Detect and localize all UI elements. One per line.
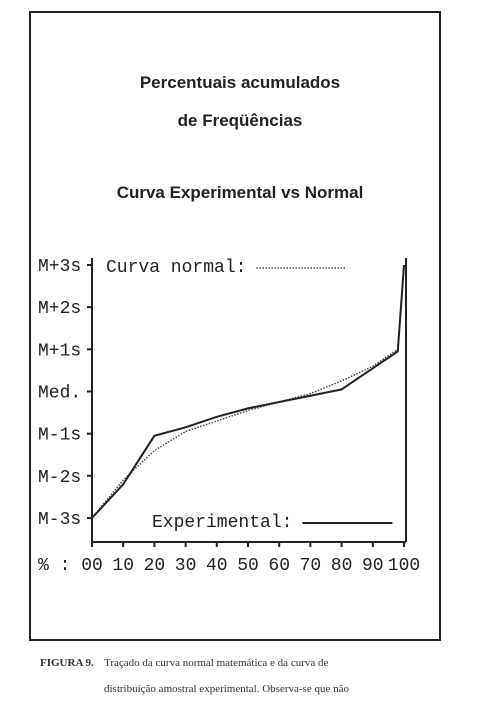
x-tick-label: 20 [144, 556, 166, 576]
chart-subtitle: Curva Experimental vs Normal [117, 183, 364, 202]
series-line [91, 264, 405, 519]
x-tick-label: 10 [112, 556, 134, 576]
x-tick-label: 40 [206, 556, 228, 576]
x-tick-label: 80 [331, 556, 353, 576]
y-tick-label: M-3s [38, 510, 81, 530]
y-tick-label: Med. [38, 384, 81, 404]
chart-title: Percentuais acumulados [140, 73, 340, 92]
series-line [91, 264, 405, 519]
y-tick-label: M+1s [38, 341, 81, 361]
y-tick-label: M-1s [38, 426, 81, 446]
x-tick-label: 90 [362, 556, 384, 576]
x-tick-label: 30 [175, 556, 197, 576]
y-tick-label: M-2s [38, 468, 81, 488]
x-tick-label: 00 [81, 556, 103, 576]
x-tick-label: 50 [237, 556, 259, 576]
caption-label: FIGURA 9. [40, 657, 94, 669]
x-tick-label: 60 [268, 556, 290, 576]
x-axis-label: % : [38, 556, 70, 576]
x-tick-label: 100 [388, 556, 420, 576]
frame [29, 11, 441, 641]
caption-line: Traçado da curva normal matemática e da … [104, 657, 328, 669]
x-tick-label: 70 [300, 556, 322, 576]
y-tick-label: M+2s [38, 299, 81, 319]
y-tick-label: M+3s [38, 257, 81, 277]
legend-label: Curva normal: [106, 258, 246, 278]
chart-title: de Freqüências [178, 111, 303, 130]
legend-label: Experimental: [152, 513, 292, 533]
caption-line: distribuição amostral experimental. Obse… [104, 683, 349, 695]
